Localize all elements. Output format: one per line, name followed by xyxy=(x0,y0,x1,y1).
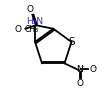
Text: O: O xyxy=(76,79,83,88)
Text: H₂N: H₂N xyxy=(27,17,44,26)
Text: O: O xyxy=(90,65,97,74)
Text: ⁺: ⁺ xyxy=(81,66,85,72)
Text: ⁻: ⁻ xyxy=(92,64,96,73)
Text: O: O xyxy=(15,25,21,34)
Text: N: N xyxy=(76,65,83,74)
Text: S: S xyxy=(68,37,75,47)
Text: CH₃: CH₃ xyxy=(25,25,39,34)
Text: O: O xyxy=(27,5,34,14)
